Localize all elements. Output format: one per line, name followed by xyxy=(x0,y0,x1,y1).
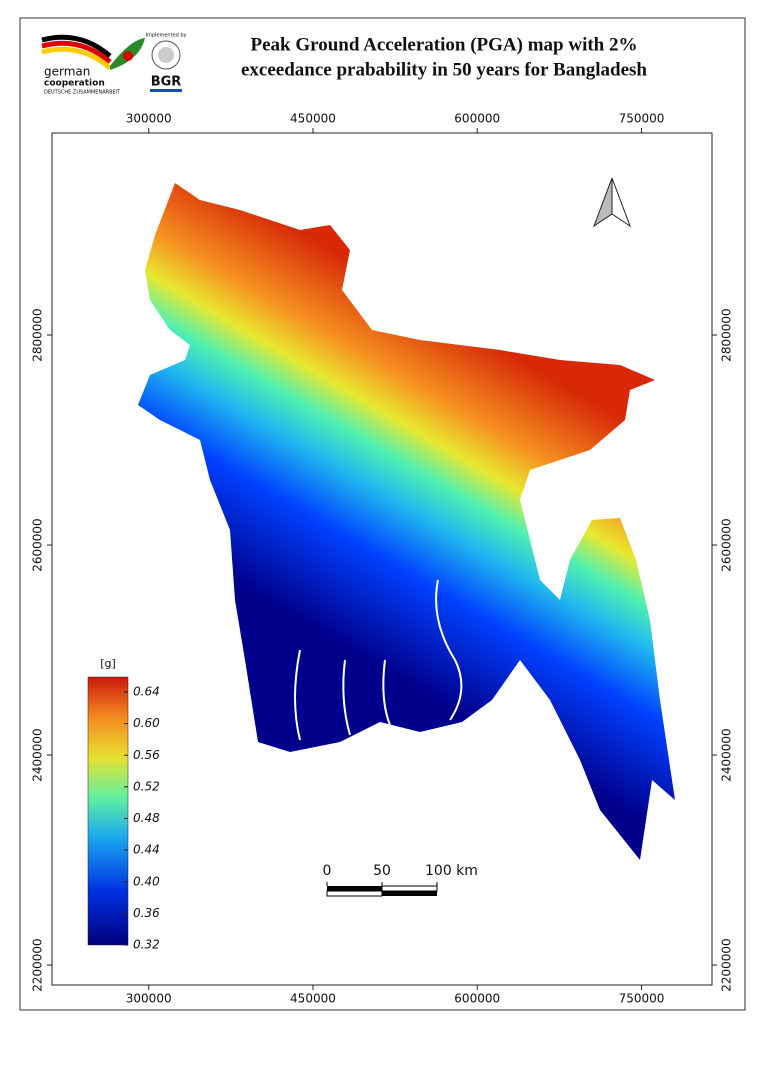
y-tick-label: 2800000 xyxy=(720,308,734,361)
y-tick-label: 2200000 xyxy=(720,938,734,991)
logo-text: cooperation xyxy=(44,79,105,89)
logo-text: Implemented by xyxy=(145,33,186,39)
x-tick-label: 300000 xyxy=(126,992,172,1006)
scale-label: 0 xyxy=(323,863,332,879)
x-tick-label: 450000 xyxy=(290,992,336,1006)
legend-tick-label: 0.44 xyxy=(133,843,160,857)
legend-tick-label: 0.36 xyxy=(133,906,160,920)
y-tick-label: 2600000 xyxy=(720,518,734,571)
logo-text: german xyxy=(44,65,90,79)
page-border xyxy=(19,17,746,1011)
x-tick-label: 600000 xyxy=(454,992,500,1006)
y-tick-label: 2400000 xyxy=(31,728,45,781)
y-tick-label: 2800000 xyxy=(31,308,45,361)
x-tick-label: 750000 xyxy=(619,112,665,126)
legend-tick-label: 0.40 xyxy=(133,874,160,888)
legend-tick-label: 0.64 xyxy=(133,685,160,699)
pga-surface xyxy=(138,183,675,860)
x-tick-label: 750000 xyxy=(619,992,665,1006)
title: Peak Ground Acceleration (PGA) map with … xyxy=(250,34,637,55)
scale-label: 50 xyxy=(373,863,391,879)
legend-tick-label: 0.48 xyxy=(133,811,160,825)
legend-unit: [g] xyxy=(100,657,116,670)
logo-text: DEUTSCHE ZUSAMMENARBEIT xyxy=(44,90,121,96)
logo-text: BGR xyxy=(151,75,182,90)
y-tick-label: 2400000 xyxy=(720,728,734,781)
x-tick-label: 300000 xyxy=(126,112,172,126)
giz-logo: german cooperation DEUTSCHE ZUSAMMENARBE… xyxy=(41,34,145,96)
y-tick-label: 2600000 xyxy=(31,518,45,571)
colorbar xyxy=(87,676,129,946)
y-tick-label: 2200000 xyxy=(31,938,45,991)
scale-label: 100 km xyxy=(425,863,478,879)
bgr-logo: Implemented by BGR xyxy=(145,33,187,92)
rivers xyxy=(294,579,463,741)
legend-tick-label: 0.32 xyxy=(133,938,160,952)
legend-tick-label: 0.52 xyxy=(133,779,160,793)
legend-tick-label: 0.56 xyxy=(133,748,160,762)
title: exceedance prabability in 50 years for B… xyxy=(241,59,647,80)
north-arrow xyxy=(592,177,632,228)
x-tick-label: 600000 xyxy=(454,112,500,126)
legend-tick-label: 0.60 xyxy=(133,716,160,730)
x-tick-label: 450000 xyxy=(290,112,336,126)
scale-bar xyxy=(326,885,438,897)
